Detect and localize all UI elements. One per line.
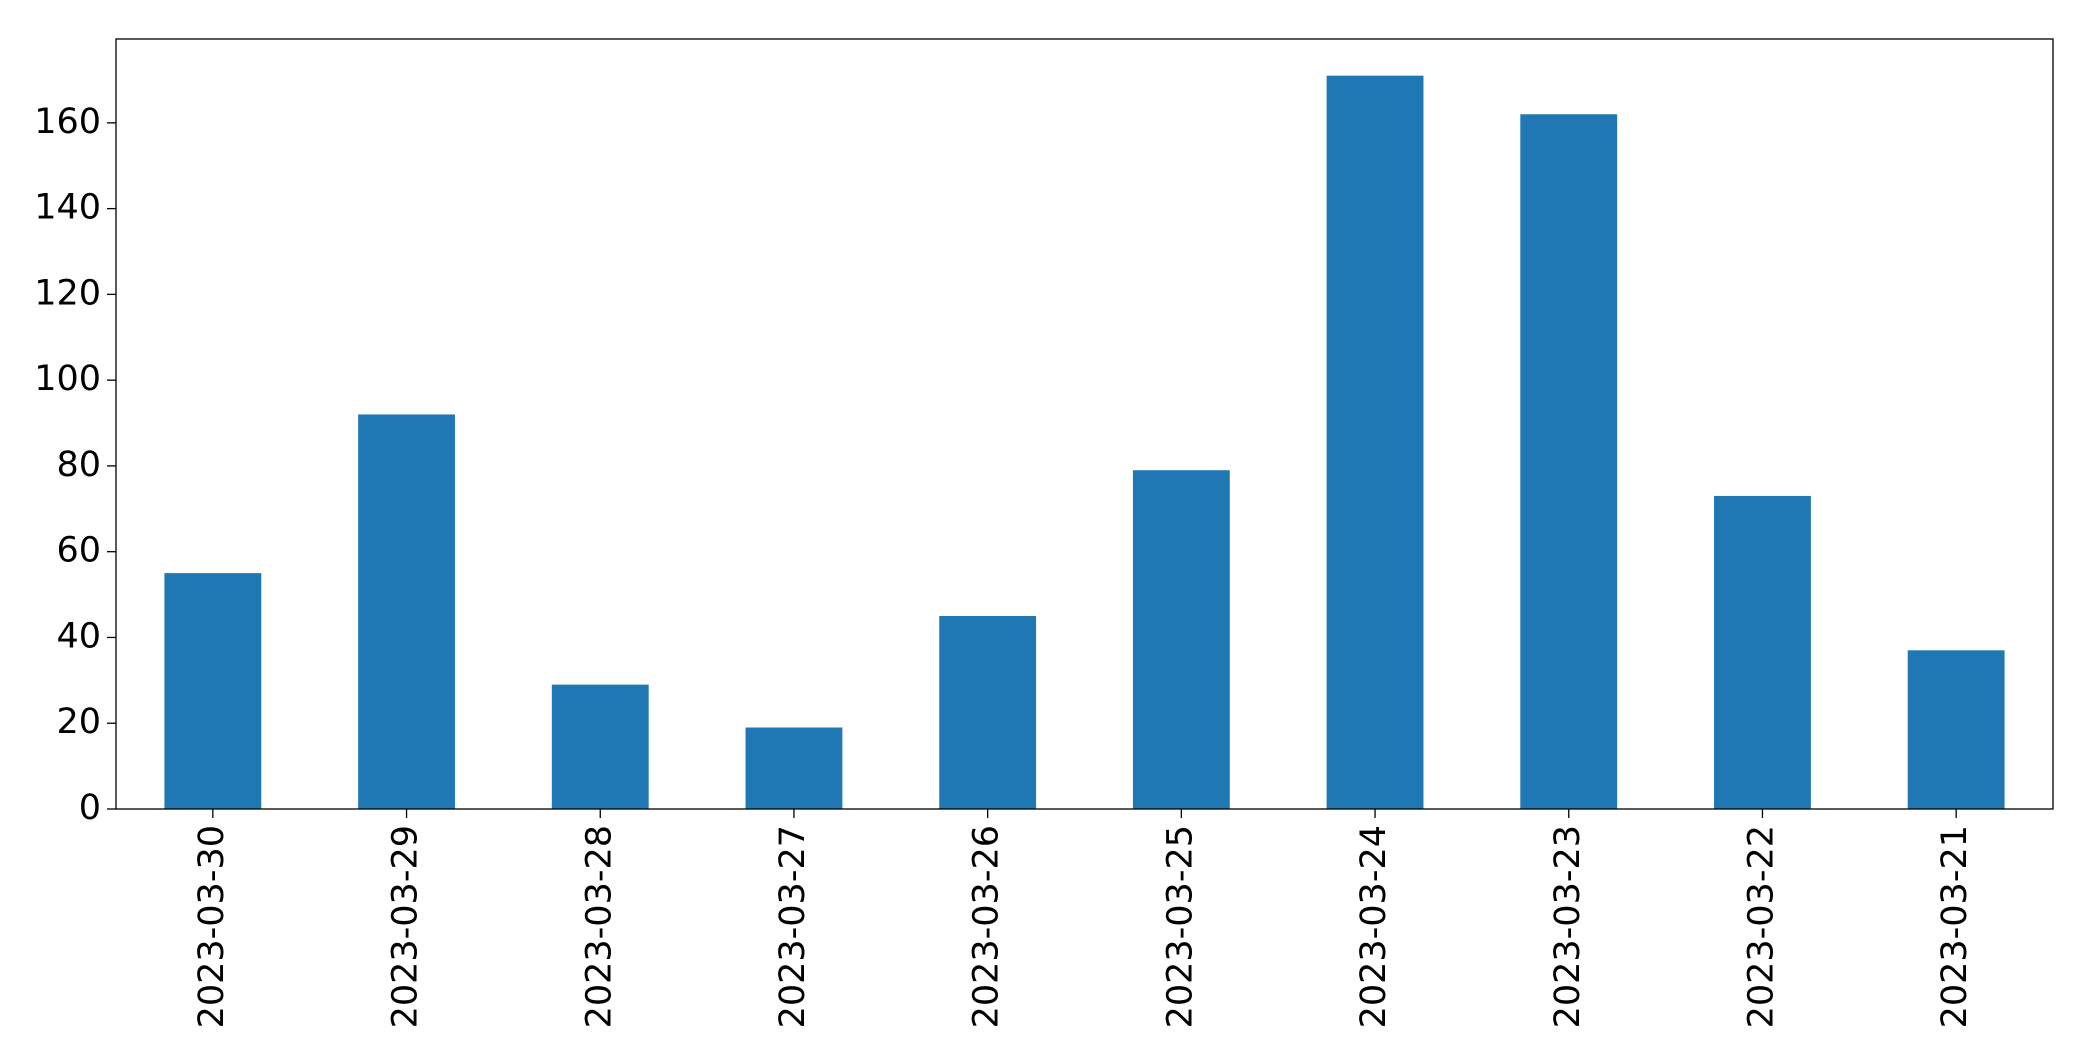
y-tick-label: 20	[56, 702, 101, 742]
y-tick-label: 120	[34, 273, 101, 313]
x-tick-label: 2023-03-24	[1354, 825, 1394, 1028]
plot-frame	[115, 38, 2054, 810]
bar	[745, 727, 843, 809]
bar	[939, 616, 1037, 809]
y-tick-label: 100	[34, 359, 101, 399]
bar	[1326, 75, 1424, 809]
x-tick-label: 2023-03-23	[1548, 825, 1588, 1028]
x-tick-label: 2023-03-26	[967, 825, 1007, 1028]
x-tick-label: 2023-03-28	[579, 825, 619, 1028]
y-tick-label: 60	[56, 531, 101, 571]
bar	[164, 573, 262, 809]
x-tick-label: 2023-03-27	[773, 825, 813, 1028]
x-tick-label: 2023-03-22	[1741, 825, 1781, 1028]
y-tick-label: 140	[34, 188, 101, 228]
bar	[1520, 114, 1618, 809]
y-tick-label: 40	[56, 616, 101, 656]
y-tick-label: 80	[56, 445, 101, 485]
bar	[1907, 650, 2005, 809]
bar	[551, 684, 649, 809]
x-tick-label: 2023-03-21	[1935, 825, 1975, 1028]
bar	[1714, 495, 1811, 809]
x-tick-label: 2023-03-25	[1160, 825, 1200, 1028]
x-tick-label: 2023-03-29	[386, 825, 426, 1028]
y-tick-label: 0	[79, 788, 101, 828]
bar	[358, 414, 455, 809]
bar	[1132, 470, 1230, 809]
x-tick-label: 2023-03-30	[192, 825, 232, 1028]
y-tick-label: 160	[34, 102, 101, 142]
